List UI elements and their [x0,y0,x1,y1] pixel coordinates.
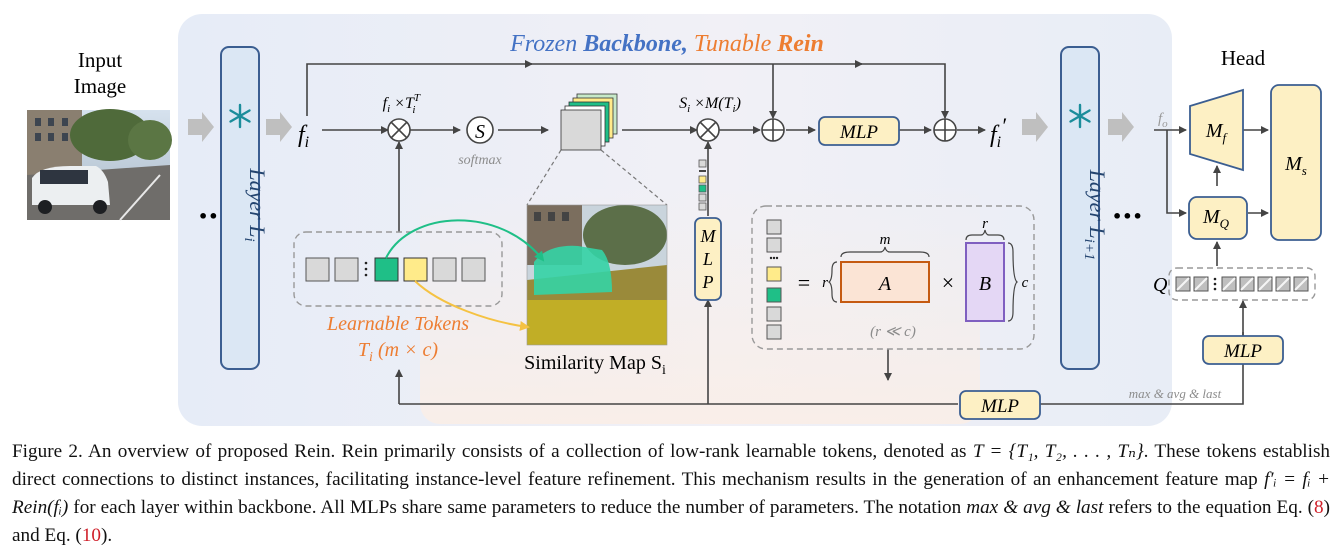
caption-part-4: refers to the equation Eq. ( [1103,497,1315,518]
matrix-b-label: B [979,273,991,295]
lowrank-r-left: r [822,275,828,291]
input-arrow [188,112,214,142]
tokens-label-1: Learnable Tokens [326,313,469,335]
mf-label: Mf [1205,120,1229,145]
lowrank-times: × [942,270,954,295]
snowflake-icon [229,103,251,129]
head-title: Head [1221,46,1266,70]
panel-title: Frozen Backbone, Tunable Rein [509,31,824,57]
caption-part-5: ) and Eq. ( [12,497,1330,546]
mlp-vertical-m: M [700,226,717,246]
multiply-op-2 [696,118,720,142]
brace-b-top [965,229,1005,241]
layer-li [220,46,260,370]
token-row [305,257,486,282]
caption-math-2: f′ᵢ = fᵢ + Rein(fᵢ) [12,469,1331,518]
lowrank-m: m [880,232,891,248]
mlp-top [818,116,900,146]
softmax-symbol: S [475,121,485,143]
mult2-label: Si ×M(Ti) [679,95,741,115]
token-column-mini [698,159,707,211]
multiply-op-1 [387,118,411,142]
zoom-lines [526,149,668,206]
matrix-b [965,242,1005,322]
rein-architecture-diagram: Frozen Backbone, Tunable Rein Input Imag… [27,14,1322,426]
caption-part-3: for each layer within backbone. All MLPs… [68,497,967,518]
caption-part-2: . These tokens establish direct connecti… [12,441,1331,490]
brace-left [827,261,838,303]
snowflake-icon [1069,103,1091,129]
mlp-bottom-label: MLP [980,396,1019,417]
input-image [27,109,172,221]
mlp-bottom [959,390,1041,420]
query-ellipsis [1213,277,1217,291]
equation-ref-10[interactable]: 10 [81,525,101,546]
layer-li1 [1060,46,1100,370]
mlp-head [1202,335,1284,365]
head-flow [1154,126,1269,337]
layer-li-label: Layer Li [241,167,270,241]
mlp-top-label: MLP [839,122,878,143]
query-hatch [1176,277,1308,291]
similarity-map-image [526,204,668,346]
mlp-head-label: MLP [1223,341,1262,362]
ms-label: Ms [1284,153,1307,178]
feature-arrow [1022,112,1048,142]
similarity-stack [560,93,618,151]
query-box [1168,267,1316,301]
figure-caption: Figure 2. An overview of proposed Rein. … [12,438,1330,550]
ellipsis-right: ••• [1112,207,1143,226]
add-op-1 [761,118,785,142]
matrix-a [840,261,930,303]
mlp-vertical [694,217,722,301]
fo-label: fo [1158,111,1168,130]
caption-math-1: T = {T₁, T₂, . . . , Tₙ} [972,441,1144,462]
equation-ref-8[interactable]: 8 [1314,497,1324,518]
caption-math-3: max & avg & last [966,497,1104,518]
mult1-label: fi ×TT i [383,92,421,116]
softmax-op [466,116,494,144]
fi-prime-label: fi′ [990,113,1007,151]
mq-block [1188,196,1248,240]
lowrank-c: c [1022,275,1029,291]
lowrank-token-column [766,219,782,340]
caption-part-6: ). [101,525,113,546]
layer-out-arrow [266,112,292,142]
input-label-2: Image [74,74,126,98]
softmax-label: softmax [458,153,502,168]
brace-right [1007,242,1018,322]
mlp-vertical-l: L [702,249,713,269]
lowrank-box [751,205,1035,350]
matrix-a-label: A [877,273,892,295]
mq-label: MQ [1202,206,1230,231]
layer-li1-label: Layer Li+1 [1081,169,1110,261]
head-arrow [1108,112,1134,142]
brace-top [840,246,930,258]
ms-block [1270,84,1322,241]
lowrank-note: (r ≪ c) [870,324,916,340]
input-label-1: Input [78,48,122,72]
similarity-map-label: Similarity Map Si [524,352,666,378]
lowrank-equals: = [798,270,810,295]
pool-label: max & avg & last [1129,386,1222,401]
token-link-green [385,219,545,262]
lowrank-r-top: r [982,216,988,232]
q-label: Q [1153,274,1168,296]
add-op-2 [933,118,957,142]
tokens-box [293,231,503,307]
tokens-label-2: Ti (m × c) [358,339,438,365]
mlp-vertical-p: P [702,272,714,292]
mf-block [1189,88,1244,172]
fi-label: fi [298,122,309,151]
token-link-yellow [414,280,530,331]
caption-part-1: Figure 2. An overview of proposed Rein. … [12,441,973,462]
